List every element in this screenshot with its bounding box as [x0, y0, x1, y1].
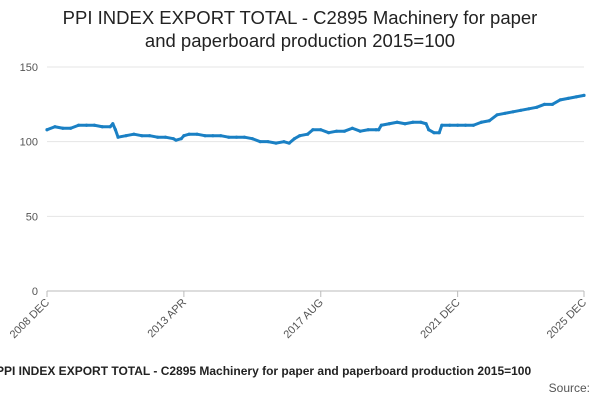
data-point [298, 134, 302, 138]
data-point [306, 132, 310, 136]
chart-title-line-2: and paperboard production 2015=100 [144, 30, 456, 51]
data-point [155, 135, 160, 139]
data-point [195, 132, 199, 136]
data-point [358, 129, 362, 133]
series-layer [45, 93, 586, 145]
chart-title-line-1: PPI INDEX EXPORT TOTAL - C2895 Machinery… [62, 7, 538, 28]
data-point [292, 137, 297, 141]
data-point [311, 128, 315, 132]
data-point [61, 126, 65, 130]
data-point [437, 131, 441, 135]
data-point [427, 128, 431, 132]
data-point [574, 95, 578, 99]
data-point [432, 131, 436, 135]
y-tick-label: 50 [26, 211, 38, 223]
data-point [219, 134, 223, 138]
data-point [92, 123, 96, 127]
data-point [527, 107, 531, 111]
gridlines [47, 66, 584, 217]
data-point [108, 125, 112, 129]
data-point [258, 140, 262, 144]
data-point [479, 120, 483, 124]
data-point [287, 141, 291, 145]
data-point [113, 128, 118, 132]
data-point [411, 120, 415, 124]
data-point [535, 105, 539, 109]
y-tick-label: 150 [20, 62, 38, 74]
data-point [327, 131, 331, 135]
x-tick-label: 2008 DEC [8, 297, 52, 341]
data-point [148, 134, 152, 138]
data-point [387, 122, 391, 126]
data-point [174, 138, 178, 142]
data-point [211, 134, 215, 138]
data-point [69, 126, 73, 130]
data-point [463, 123, 468, 127]
data-point [163, 135, 168, 139]
x-tick-label: 2017 AUG [282, 297, 326, 341]
data-point [282, 140, 286, 144]
data-point [334, 129, 339, 133]
data-point [519, 108, 523, 112]
data-point [566, 96, 570, 100]
data-point [471, 123, 476, 127]
data-point [250, 137, 254, 141]
data-point [140, 134, 144, 138]
data-point [242, 135, 247, 139]
x-tick-label: 2021 DEC [418, 297, 462, 341]
data-point [440, 123, 444, 127]
data-point [266, 140, 270, 144]
y-tick-label: 0 [32, 286, 38, 298]
data-point [227, 135, 231, 139]
data-point [187, 132, 191, 136]
data-point [377, 128, 381, 132]
data-point [503, 111, 507, 115]
data-point [53, 125, 57, 129]
data-point [403, 122, 407, 126]
data-point [45, 128, 49, 132]
data-point [379, 123, 383, 127]
data-point [511, 110, 515, 114]
data-point [395, 120, 399, 124]
data-point [179, 137, 183, 141]
data-point [84, 123, 89, 127]
data-point [203, 134, 207, 138]
data-point [132, 132, 136, 136]
data-point [495, 113, 499, 117]
data-point [487, 119, 491, 123]
data-point [116, 135, 120, 139]
x-tick-label: 2013 APR [145, 297, 189, 341]
data-point [366, 128, 370, 132]
data-point [100, 125, 104, 129]
data-point [448, 123, 452, 127]
data-point [234, 135, 239, 139]
axes: 0 50 100 150 2008 DEC 2013 APR 2017 AUG 2021 DE… [8, 62, 589, 341]
data-point [558, 98, 562, 102]
footer-source: Source: [548, 381, 590, 395]
data-point [374, 128, 378, 132]
data-point [424, 122, 428, 126]
data-point [182, 134, 186, 138]
data-point [542, 102, 547, 106]
x-tick-label: 2025 DEC [545, 297, 589, 341]
data-point [111, 122, 115, 126]
data-point [550, 102, 555, 106]
y-tick-label: 100 [20, 137, 38, 149]
data-point [76, 123, 81, 127]
data-point [456, 123, 460, 127]
data-point [124, 134, 128, 138]
data-point [419, 120, 423, 124]
footer-title: PPI INDEX EXPORT TOTAL - C2895 Machinery… [0, 364, 532, 378]
chart-title: PPI INDEX EXPORT TOTAL - C2895 Machinery… [0, 6, 600, 52]
data-point [319, 128, 323, 132]
data-point [171, 137, 175, 141]
data-point [274, 141, 278, 145]
data-point [350, 126, 354, 130]
data-point [582, 93, 586, 97]
data-point [342, 129, 347, 133]
series-line-1 [45, 93, 586, 145]
